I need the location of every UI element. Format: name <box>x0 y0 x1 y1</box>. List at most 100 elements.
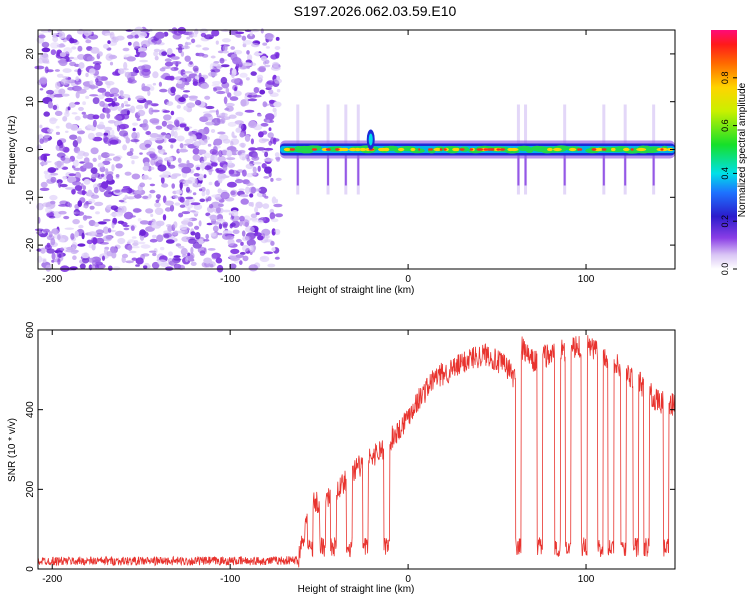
noise-speckle <box>92 157 97 162</box>
noise-speckle <box>92 114 100 120</box>
noise-speckle <box>229 263 237 269</box>
noise-speckle <box>266 80 275 85</box>
noise-speckle <box>110 205 119 211</box>
noise-speckle <box>199 250 206 256</box>
y-tick-label: 0 <box>25 566 36 572</box>
noise-speckle <box>227 238 235 247</box>
noise-speckle <box>258 131 264 138</box>
noise-speckle <box>268 89 274 95</box>
noise-speckle <box>183 218 193 222</box>
noise-speckle <box>148 107 154 115</box>
noise-speckle <box>181 211 191 215</box>
noise-speckle <box>161 183 169 188</box>
noise-speckle <box>115 163 123 169</box>
noise-speckle <box>171 183 175 189</box>
noise-speckle <box>126 196 136 200</box>
snr-frame <box>37 329 676 570</box>
noise-speckle <box>69 37 75 44</box>
noise-speckle <box>208 181 213 186</box>
noise-speckle <box>162 110 170 113</box>
noise-speckle <box>52 33 59 36</box>
noise-speckle <box>270 240 275 246</box>
noise-speckle <box>73 167 82 171</box>
noise-speckle <box>131 245 140 249</box>
noise-speckle <box>42 228 50 233</box>
noise-speckle <box>273 203 283 208</box>
noise-speckle <box>254 206 259 214</box>
noise-speckle <box>142 123 149 131</box>
noise-speckle <box>76 136 82 144</box>
noise-speckle <box>163 137 167 144</box>
colorbar-gradient <box>711 30 737 269</box>
noise-speckle <box>249 193 254 198</box>
noise-speckle <box>245 186 250 195</box>
noise-speckle <box>272 231 276 235</box>
noise-speckle <box>216 90 226 95</box>
noise-speckle <box>205 188 210 196</box>
noise-speckle <box>139 152 143 155</box>
signal-hotspot-red <box>630 148 634 151</box>
noise-speckle <box>149 238 158 243</box>
noise-speckle <box>151 119 160 125</box>
noise-speckle <box>201 191 206 197</box>
noise-speckle <box>72 218 80 225</box>
noise-speckle <box>59 144 66 152</box>
noise-speckle <box>246 181 252 186</box>
noise-speckle <box>198 220 202 227</box>
noise-speckle <box>164 200 174 206</box>
signal-hotspot-yellow <box>353 147 362 152</box>
noise-speckle <box>152 234 157 238</box>
noise-speckle <box>109 105 118 111</box>
noise-speckle <box>109 139 119 145</box>
noise-speckle <box>262 42 268 46</box>
noise-speckle <box>210 232 217 237</box>
noise-speckle <box>108 54 118 60</box>
noise-speckle <box>70 249 78 255</box>
noise-speckle <box>238 149 246 154</box>
noise-speckle <box>253 87 260 94</box>
noise-speckle <box>198 238 204 245</box>
noise-speckle <box>82 101 86 106</box>
noise-speckle <box>160 75 166 79</box>
noise-speckle <box>239 153 248 161</box>
noise-speckle <box>242 244 250 252</box>
noise-speckle <box>155 220 165 227</box>
noise-speckle <box>265 46 270 49</box>
noise-speckle <box>246 158 251 162</box>
noise-speckle <box>62 176 67 180</box>
noise-speckle <box>230 46 235 50</box>
noise-speckle <box>182 74 188 78</box>
noise-speckle <box>177 43 183 48</box>
noise-speckle <box>157 164 167 172</box>
noise-speckle <box>99 100 105 107</box>
noise-speckle <box>92 237 98 245</box>
noise-speckle <box>107 153 115 156</box>
noise-speckle <box>203 239 210 242</box>
noise-speckle <box>184 55 191 62</box>
noise-speckle <box>108 265 113 271</box>
noise-speckle <box>255 212 260 216</box>
noise-speckle <box>84 162 94 169</box>
noise-speckle <box>146 84 153 87</box>
noise-speckle <box>192 33 198 38</box>
noise-speckle <box>192 154 201 162</box>
noise-speckle <box>143 265 148 269</box>
noise-speckle <box>139 59 149 63</box>
noise-speckle <box>166 121 173 124</box>
noise-speckle <box>77 45 83 52</box>
noise-speckle <box>72 140 79 148</box>
noise-speckle <box>126 56 136 62</box>
noise-speckle <box>208 169 213 176</box>
noise-speckle <box>88 34 99 40</box>
noise-speckle <box>176 104 181 109</box>
noise-speckle <box>77 68 82 76</box>
noise-speckle <box>104 91 111 97</box>
noise-speckle <box>63 47 73 54</box>
noise-speckle <box>62 76 69 79</box>
signal-hotspot-yellow <box>611 147 616 152</box>
noise-speckle <box>157 145 163 150</box>
noise-speckle <box>161 51 168 56</box>
noise-speckle <box>118 130 129 137</box>
noise-speckle <box>199 198 206 203</box>
noise-speckle <box>165 239 175 244</box>
